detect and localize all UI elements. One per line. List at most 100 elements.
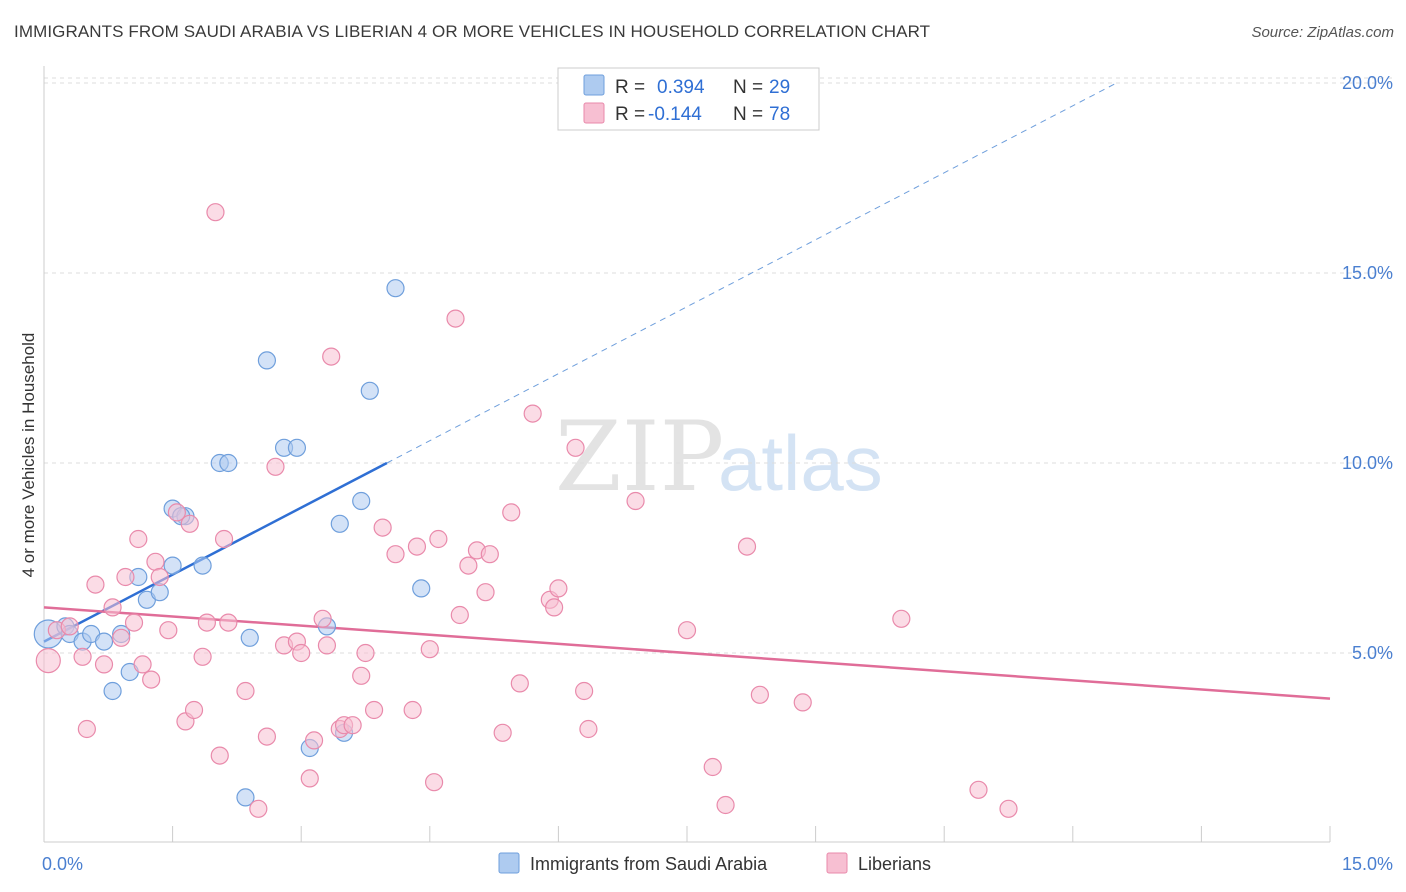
trend-extension-saudi bbox=[386, 83, 1116, 464]
point-saudi bbox=[360, 381, 379, 400]
axes bbox=[43, 66, 1331, 843]
point-liberian bbox=[77, 719, 96, 739]
point-saudi bbox=[240, 628, 259, 647]
point-saudi bbox=[163, 556, 182, 575]
point-liberian bbox=[502, 503, 521, 522]
point-liberian bbox=[373, 518, 392, 537]
y-axis-label: 4 or more Vehicles in Household bbox=[19, 333, 38, 578]
grid-lines bbox=[44, 77, 1395, 654]
point-saudi bbox=[94, 632, 114, 651]
point-liberian bbox=[73, 647, 92, 666]
point-saudi bbox=[330, 514, 349, 533]
x-tick-labels: 0.0% 15.0% bbox=[42, 854, 1393, 874]
point-liberian bbox=[167, 503, 186, 522]
point-liberian bbox=[249, 799, 268, 818]
point-liberian bbox=[356, 643, 375, 663]
y-tick-label: 10.0% bbox=[1342, 453, 1393, 473]
trend-line-liberian bbox=[43, 606, 1331, 700]
point-liberian bbox=[459, 556, 478, 575]
point-liberian bbox=[159, 621, 178, 640]
point-liberian bbox=[300, 769, 319, 788]
point-liberian bbox=[116, 567, 135, 587]
point-liberian bbox=[579, 719, 598, 739]
point-saudi bbox=[150, 583, 169, 602]
point-liberian bbox=[364, 700, 384, 720]
legend-r-value-liberian: -0.144 bbox=[648, 104, 702, 125]
y-tick-label: 5.0% bbox=[1352, 643, 1393, 663]
series-name-saudi: Immigrants from Saudi Arabia bbox=[530, 854, 768, 874]
point-liberian bbox=[180, 514, 199, 533]
legend-r-label: R = bbox=[615, 77, 645, 98]
correlation-legend: R = 0.394 N = 29 R = -0.144 N = 78 bbox=[557, 67, 820, 131]
point-liberian bbox=[420, 640, 439, 659]
point-saudi bbox=[219, 453, 238, 473]
point-liberian bbox=[112, 628, 131, 647]
point-saudi bbox=[257, 351, 277, 370]
point-liberian bbox=[184, 700, 204, 720]
point-liberian bbox=[35, 647, 61, 674]
legend-n-value-liberian: 78 bbox=[769, 104, 790, 125]
watermark: ZIP atlas bbox=[555, 401, 883, 513]
point-liberian bbox=[549, 579, 568, 598]
legend-swatch-saudi bbox=[583, 74, 605, 96]
point-liberian bbox=[892, 609, 911, 628]
point-liberian bbox=[403, 700, 422, 720]
point-liberian bbox=[146, 552, 165, 571]
point-liberian bbox=[352, 666, 371, 685]
trend-line-saudi bbox=[43, 461, 388, 643]
point-liberian bbox=[407, 537, 427, 556]
point-saudi bbox=[193, 556, 212, 575]
point-liberian bbox=[446, 309, 465, 328]
point-liberian bbox=[737, 537, 757, 556]
point-liberian bbox=[793, 693, 812, 712]
point-liberian bbox=[429, 529, 448, 549]
y-tick-labels: 5.0% 10.0% 15.0% 20.0% bbox=[1342, 73, 1393, 663]
point-saudi bbox=[386, 279, 405, 298]
point-liberian bbox=[626, 491, 645, 511]
point-liberian bbox=[343, 716, 362, 735]
point-liberian bbox=[60, 617, 79, 636]
point-liberian bbox=[566, 438, 585, 457]
point-liberian bbox=[214, 529, 234, 549]
point-saudi bbox=[287, 438, 307, 457]
point-liberian bbox=[257, 727, 277, 746]
point-liberian bbox=[236, 681, 255, 701]
point-saudi bbox=[236, 788, 255, 807]
point-saudi bbox=[103, 681, 122, 701]
point-liberian bbox=[124, 613, 144, 632]
point-liberian bbox=[193, 647, 212, 666]
point-liberian bbox=[266, 457, 285, 476]
point-liberian bbox=[386, 545, 405, 564]
point-liberian bbox=[750, 685, 769, 704]
legend-n-value-saudi: 29 bbox=[769, 77, 790, 98]
point-liberian bbox=[142, 670, 161, 689]
series-name-liberian: Liberians bbox=[858, 854, 931, 874]
point-liberian bbox=[313, 609, 332, 628]
point-saudi bbox=[352, 491, 371, 511]
point-liberian bbox=[493, 723, 512, 742]
series-swatch-saudi bbox=[498, 852, 520, 874]
point-liberian bbox=[206, 203, 225, 222]
point-liberian bbox=[322, 347, 341, 366]
x-tick-label: 15.0% bbox=[1342, 854, 1393, 874]
chart-title: IMMIGRANTS FROM SAUDI ARABIA VS LIBERIAN… bbox=[14, 22, 931, 41]
point-liberian bbox=[999, 799, 1018, 818]
point-liberian bbox=[545, 598, 564, 617]
point-saudi bbox=[412, 579, 431, 598]
data-points bbox=[33, 203, 1018, 818]
point-liberian bbox=[304, 731, 324, 750]
series-swatch-liberian bbox=[826, 852, 848, 874]
point-liberian bbox=[317, 636, 337, 655]
legend-n-label: N = bbox=[733, 77, 763, 98]
legend-swatch-liberian bbox=[583, 102, 605, 124]
point-liberian bbox=[523, 404, 542, 423]
point-liberian bbox=[575, 681, 594, 701]
point-liberian bbox=[716, 795, 735, 815]
point-liberian bbox=[219, 613, 238, 632]
y-tick-label: 20.0% bbox=[1342, 73, 1393, 93]
point-liberian bbox=[677, 621, 697, 640]
trend-lines bbox=[43, 83, 1331, 700]
point-liberian bbox=[210, 746, 229, 765]
point-liberian bbox=[129, 529, 148, 549]
